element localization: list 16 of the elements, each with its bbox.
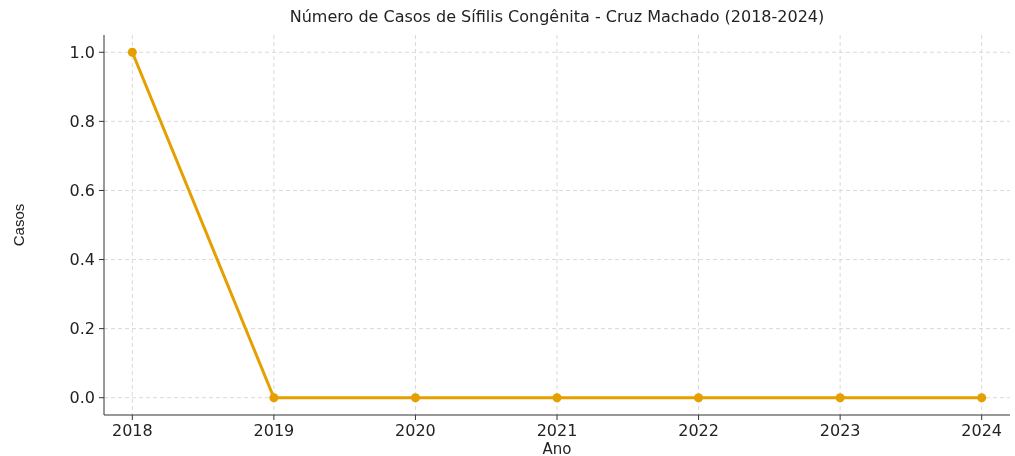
y-axis-title: Casos (10, 203, 27, 247)
x-tick-label: 2020 (395, 421, 436, 440)
chart-title: Número de Casos de Sífilis Congênita - Cruz Machado (2018-2024) (289, 7, 825, 26)
y-tick-label: 0.4 (69, 250, 95, 270)
y-tick-label: 1.0 (69, 42, 95, 62)
x-tick-label: 2021 (536, 421, 578, 440)
x-axis-title: Ano (542, 440, 572, 456)
y-tick-label: 0.6 (69, 181, 95, 201)
x-tick-label: 2023 (819, 421, 861, 440)
x-tick-label: 2019 (253, 421, 295, 440)
x-tick-label: 2024 (961, 421, 1003, 440)
y-tick-label: 0.2 (69, 319, 95, 339)
x-tick-label: 2018 (111, 421, 153, 440)
y-tick-label: 0.0 (69, 388, 95, 408)
y-tick-label: 0.8 (69, 111, 95, 131)
x-tick-label: 2022 (678, 421, 719, 440)
